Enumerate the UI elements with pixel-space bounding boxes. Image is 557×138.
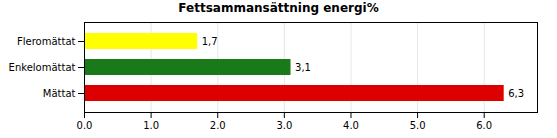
svg-text:1.0: 1.0 [143,120,159,131]
svg-text:1,7: 1,7 [202,36,218,47]
svg-text:2.0: 2.0 [210,120,226,131]
svg-text:Enkelomättat: Enkelomättat [9,62,76,73]
svg-text:6.0: 6.0 [476,120,492,131]
svg-text:Mättat: Mättat [43,88,76,99]
svg-text:4.0: 4.0 [343,120,359,131]
svg-text:3,1: 3,1 [295,62,311,73]
svg-text:3.0: 3.0 [276,120,292,131]
html-text:Fettsammansättning energi%: Fettsammansättning energi% [178,1,379,15]
svg-text:Fleromättat: Fleromättat [17,36,76,47]
svg-text:5.0: 5.0 [410,120,426,131]
svg-text:0.0: 0.0 [77,120,93,131]
svg-text:6,3: 6,3 [508,88,524,99]
